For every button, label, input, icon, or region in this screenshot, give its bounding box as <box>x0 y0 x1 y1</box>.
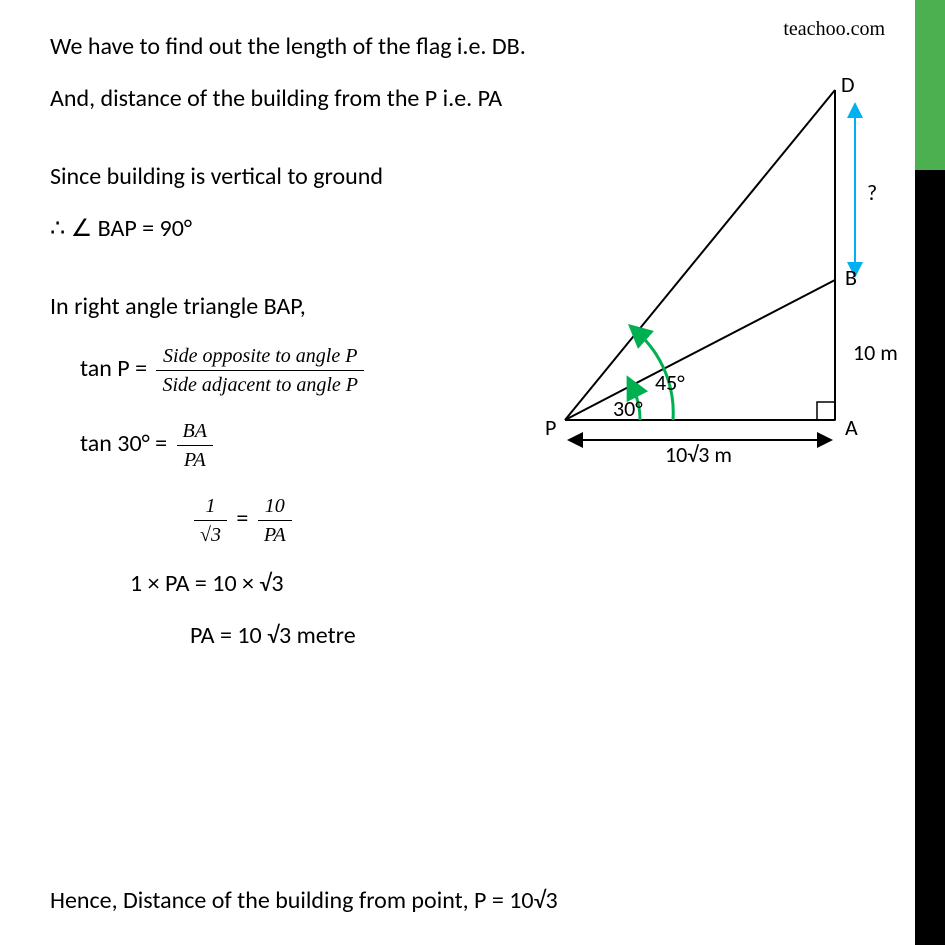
label-30: 30° <box>613 395 643 422</box>
sidebar-green <box>915 0 945 170</box>
frac-num: 10 <box>258 492 292 521</box>
text-line-9: 1 × PA = 10 × √3 <box>50 567 840 601</box>
frac-den: PA <box>258 521 292 549</box>
label-45: 45° <box>655 369 685 396</box>
frac-num: 1 <box>194 492 227 521</box>
frac-num: Side opposite to angle P <box>156 342 364 371</box>
fraction-1-sqrt3: 1 √3 <box>194 492 227 549</box>
label-d: D <box>841 71 855 98</box>
frac-den: PA <box>177 446 213 474</box>
tan30-label: tan 30° = <box>80 429 173 458</box>
text-line-1: We have to find out the length of the fl… <box>50 30 840 64</box>
frac-num: BA <box>177 417 213 446</box>
label-b: B <box>845 264 857 291</box>
frac-den: √3 <box>194 521 227 549</box>
equals: = <box>236 504 253 533</box>
sidebar-black <box>915 170 945 945</box>
label-pa: 10√3 m <box>665 441 732 468</box>
label-qmark: ? <box>867 179 877 206</box>
fraction-ba-pa: BA PA <box>177 417 213 474</box>
triangle-diagram: P A B D 10 m ? 10√3 m 30° 45° <box>505 60 905 480</box>
fraction-10-pa: 10 PA <box>258 492 292 549</box>
label-p: P <box>545 414 556 441</box>
tan-p-label: tan P = <box>80 354 152 383</box>
text-line-8: 1 √3 = 10 PA <box>50 492 840 549</box>
text-line-11: Hence, Distance of the building from poi… <box>50 886 558 915</box>
label-10m: 10 m <box>853 339 898 366</box>
watermark: teachoo.com <box>783 18 885 41</box>
label-a: A <box>845 414 858 441</box>
fraction-definition: Side opposite to angle P Side adjacent t… <box>156 342 364 399</box>
frac-den: Side adjacent to angle P <box>156 371 364 399</box>
text-line-10: PA = 10 √3 metre <box>50 619 840 653</box>
